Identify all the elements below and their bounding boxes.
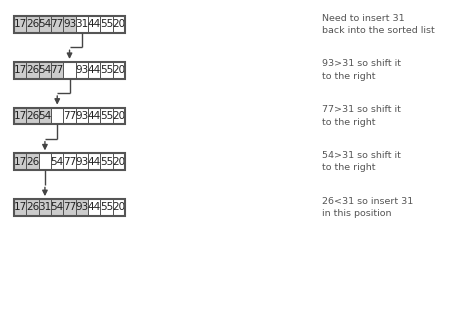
Text: 77: 77 (51, 65, 64, 75)
Bar (26, 62, 39, 79)
Text: 20: 20 (112, 111, 125, 121)
Bar (14, 108, 26, 124)
Bar (113, 108, 125, 124)
Bar (14, 108, 125, 124)
Bar (14, 199, 125, 216)
Text: 26: 26 (26, 19, 39, 30)
Text: 93: 93 (75, 65, 88, 75)
Bar (63, 108, 76, 124)
Bar (88, 16, 100, 33)
Bar (63, 199, 76, 216)
Text: 93: 93 (75, 156, 88, 167)
Bar (76, 108, 88, 124)
Text: 26<31 so insert 31
in this position: 26<31 so insert 31 in this position (322, 197, 413, 218)
Bar (39, 16, 51, 33)
Text: 26: 26 (26, 111, 39, 121)
Text: 20: 20 (112, 156, 125, 167)
Text: 55: 55 (100, 156, 113, 167)
Text: 20: 20 (112, 19, 125, 30)
Bar (26, 108, 39, 124)
Text: 26: 26 (26, 202, 39, 213)
Bar (14, 153, 125, 170)
Bar (76, 199, 88, 216)
Bar (14, 62, 26, 79)
Text: 93: 93 (75, 202, 88, 213)
Bar (39, 108, 51, 124)
Text: 54: 54 (38, 19, 52, 30)
Bar (76, 153, 88, 170)
Text: 31: 31 (38, 202, 52, 213)
Text: 44: 44 (88, 202, 101, 213)
Bar (113, 199, 125, 216)
Bar (14, 199, 26, 216)
Text: 44: 44 (88, 65, 101, 75)
Bar (51, 153, 63, 170)
Bar (88, 108, 100, 124)
Bar (100, 199, 113, 216)
Text: 17: 17 (14, 111, 27, 121)
Text: 77: 77 (63, 156, 76, 167)
Text: 17: 17 (14, 156, 27, 167)
Bar (100, 16, 113, 33)
Bar (113, 153, 125, 170)
Bar (76, 16, 88, 33)
Text: 55: 55 (100, 111, 113, 121)
Bar (39, 62, 51, 79)
Bar (100, 62, 113, 79)
Bar (39, 153, 51, 170)
Bar (88, 199, 100, 216)
Bar (63, 153, 76, 170)
Text: 54: 54 (38, 111, 52, 121)
Bar (63, 62, 76, 79)
Text: 55: 55 (100, 65, 113, 75)
Text: 20: 20 (112, 202, 125, 213)
Bar (51, 62, 63, 79)
Bar (14, 153, 26, 170)
Bar (39, 199, 51, 216)
Text: 54: 54 (51, 156, 64, 167)
Text: 17: 17 (14, 65, 27, 75)
Bar (14, 16, 125, 33)
Text: 20: 20 (112, 65, 125, 75)
Text: 26: 26 (26, 65, 39, 75)
Text: 55: 55 (100, 202, 113, 213)
Bar (63, 16, 76, 33)
Bar (26, 199, 39, 216)
Bar (113, 62, 125, 79)
Text: 77: 77 (63, 202, 76, 213)
Bar (51, 199, 63, 216)
Text: 54>31 so shift it
to the right: 54>31 so shift it to the right (322, 151, 401, 172)
Text: 44: 44 (88, 156, 101, 167)
Bar (14, 62, 125, 79)
Text: 26: 26 (26, 156, 39, 167)
Text: 93: 93 (75, 111, 88, 121)
Bar (113, 16, 125, 33)
Bar (51, 16, 63, 33)
Bar (26, 16, 39, 33)
Bar (100, 153, 113, 170)
Bar (14, 16, 26, 33)
Text: Need to insert 31
back into the sorted list: Need to insert 31 back into the sorted l… (322, 14, 434, 35)
Text: 77: 77 (51, 19, 64, 30)
Bar (26, 153, 39, 170)
Bar (76, 62, 88, 79)
Bar (51, 108, 63, 124)
Bar (88, 62, 100, 79)
Text: 93>31 so shift it
to the right: 93>31 so shift it to the right (322, 60, 401, 81)
Text: 31: 31 (75, 19, 88, 30)
Text: 17: 17 (14, 202, 27, 213)
Bar (100, 108, 113, 124)
Text: 55: 55 (100, 19, 113, 30)
Text: 17: 17 (14, 19, 27, 30)
Text: 44: 44 (88, 19, 101, 30)
Text: 54: 54 (51, 202, 64, 213)
Text: 77>31 so shift it
to the right: 77>31 so shift it to the right (322, 105, 401, 127)
Text: 54: 54 (38, 65, 52, 75)
Text: 93: 93 (63, 19, 76, 30)
Bar (88, 153, 100, 170)
Text: 77: 77 (63, 111, 76, 121)
Text: 44: 44 (88, 111, 101, 121)
